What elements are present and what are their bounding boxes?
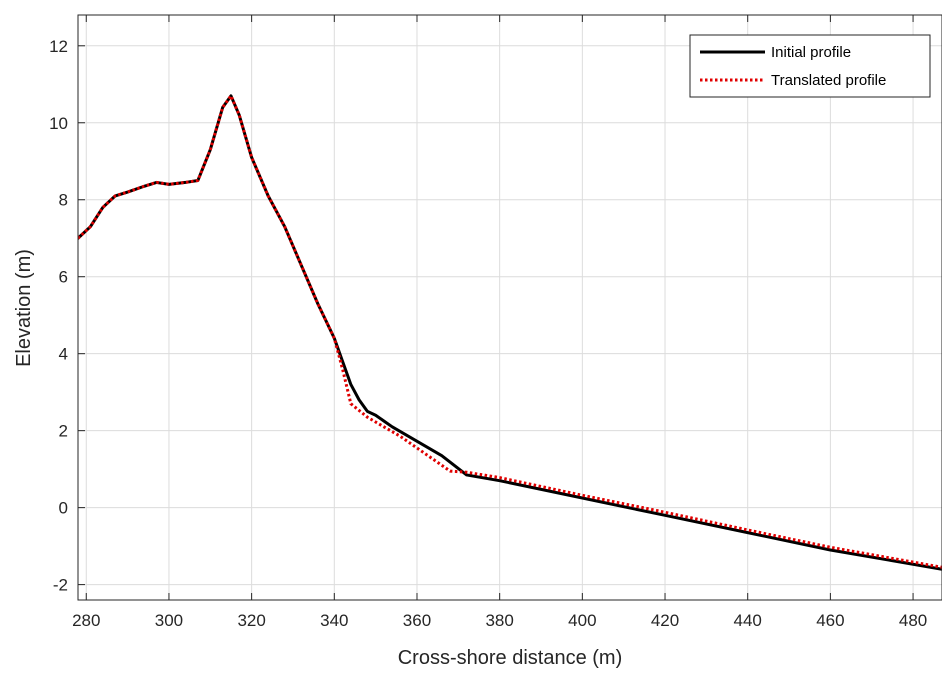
grid <box>78 15 942 600</box>
y-axis-label: Elevation (m) <box>13 249 35 367</box>
y-tick-label: 12 <box>49 37 68 56</box>
x-tick-label: 420 <box>651 611 679 630</box>
y-tick-label: 6 <box>59 268 68 287</box>
x-tick-label: 460 <box>816 611 844 630</box>
legend: Initial profile Translated profile <box>689 34 931 98</box>
x-tick-label: 360 <box>403 611 431 630</box>
x-tick-label: 480 <box>899 611 927 630</box>
x-tick-label: 340 <box>320 611 348 630</box>
x-tick-label: 300 <box>155 611 183 630</box>
x-tick-label: 440 <box>734 611 762 630</box>
plot-background <box>78 15 942 600</box>
legend-label-translated: Translated profile <box>771 72 886 89</box>
y-tick-label: 10 <box>49 114 68 133</box>
plot-frame <box>77 14 942 601</box>
x-tick-label: 380 <box>485 611 513 630</box>
y-tick-label: 4 <box>59 345 68 364</box>
x-axis-label: Cross-shore distance (m) <box>398 647 623 669</box>
ticks: 280 300 320 340 360 380 400 420 440 460 480 -2 0 2 4 6 8… <box>49 15 927 630</box>
y-tick-label: 2 <box>59 422 68 441</box>
x-tick-label: 320 <box>237 611 265 630</box>
legend-box <box>689 34 931 98</box>
y-tick-label: 0 <box>59 499 68 518</box>
y-tick-label: 8 <box>59 191 68 210</box>
series-translated-profile-line <box>78 94 942 569</box>
y-tick-label: -2 <box>53 576 68 595</box>
legend-label-initial: Initial profile <box>771 44 851 61</box>
series-layer <box>78 94 942 571</box>
x-tick-label: 400 <box>568 611 596 630</box>
x-tick-label: 280 <box>72 611 100 630</box>
